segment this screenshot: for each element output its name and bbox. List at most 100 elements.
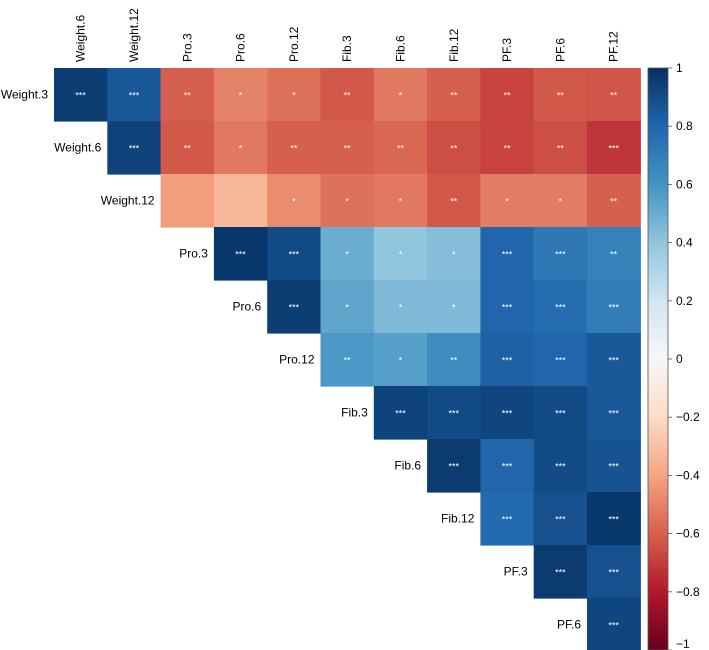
heatmap-cell	[267, 280, 322, 334]
heatmap-cell	[587, 545, 641, 599]
significance-label: *	[399, 91, 403, 101]
column-label: PF.3	[500, 38, 514, 62]
heatmap-cell	[54, 68, 108, 122]
heatmap-cell	[427, 68, 481, 122]
significance-label: ***	[555, 462, 566, 472]
significance-label: ***	[608, 409, 619, 419]
significance-label: ***	[502, 409, 513, 419]
significance-label: **	[450, 356, 458, 366]
heatmap-cell	[320, 121, 375, 175]
significance-label: ***	[555, 356, 566, 366]
significance-label: **	[184, 91, 192, 101]
heatmap-cell	[427, 386, 481, 440]
heatmap-cell	[480, 386, 535, 440]
row-label: Fib.6	[394, 459, 421, 473]
heatmap-cell	[320, 68, 375, 122]
heatmap-cell	[320, 280, 375, 334]
heatmap-cell	[373, 121, 428, 175]
heatmap-cell	[107, 68, 162, 122]
column-label: Pro.3	[180, 33, 194, 62]
heatmap-cell	[480, 492, 535, 546]
colorbar-tick-label: 0.8	[676, 119, 693, 133]
heatmap-cell	[107, 121, 162, 175]
significance-label: **	[504, 91, 512, 101]
row-label: Fib.12	[441, 512, 475, 526]
significance-label: *	[292, 91, 296, 101]
significance-label: *	[399, 250, 403, 260]
heatmap-cell	[587, 333, 641, 387]
significance-label: ***	[608, 515, 619, 525]
colorbar-tick-label: 0.2	[676, 294, 693, 308]
colorbar	[647, 67, 669, 650]
heatmap-cell	[587, 174, 641, 228]
heatmap-cell	[533, 439, 588, 493]
column-label: Weight.6	[74, 15, 88, 62]
column-label: Fib.12	[447, 28, 461, 62]
colorbar-tick-label: −0.4	[676, 468, 700, 482]
heatmap-cell	[267, 227, 322, 281]
significance-label: ***	[608, 462, 619, 472]
heatmap-cell	[320, 174, 375, 228]
heatmap-cell	[427, 227, 481, 281]
significance-label: *	[452, 250, 456, 260]
significance-label: **	[504, 144, 512, 154]
column-label: Fib.6	[393, 35, 407, 62]
significance-label: ***	[289, 303, 300, 313]
significance-label: ***	[502, 515, 513, 525]
heatmap-cell	[373, 227, 428, 281]
heatmap-cell	[213, 121, 268, 175]
significance-label: *	[239, 144, 243, 154]
heatmap-cell	[320, 333, 375, 387]
heatmap-cell	[480, 227, 535, 281]
heatmap-cell	[267, 68, 322, 122]
colorbar-tick-label: 0.6	[676, 177, 693, 191]
significance-label: *	[505, 197, 509, 207]
significance-label: *	[239, 91, 243, 101]
significance-label: **	[344, 91, 352, 101]
significance-label: **	[610, 250, 618, 260]
colorbar-tick-label: 1	[676, 61, 683, 75]
heatmap-cell	[160, 121, 215, 175]
column-label: PF.6	[553, 38, 567, 62]
heatmap-cell	[373, 333, 428, 387]
significance-label: ***	[235, 250, 246, 260]
significance-label: ***	[448, 462, 459, 472]
colorbar-tick-label: −0.8	[676, 585, 700, 599]
significance-label: *	[399, 356, 403, 366]
heatmap-cell	[267, 121, 322, 175]
significance-label: **	[610, 197, 618, 207]
heatmap-cell	[533, 280, 588, 334]
heatmap-cell	[587, 227, 641, 281]
colorbar-tick-label: 0.4	[676, 236, 693, 250]
significance-label: ***	[608, 356, 619, 366]
significance-label: **	[397, 144, 405, 154]
heatmap-cell	[427, 280, 481, 334]
heatmap-cell	[373, 386, 428, 440]
significance-label: *	[345, 250, 349, 260]
significance-label: **	[450, 144, 458, 154]
significance-label: **	[557, 91, 565, 101]
colorbar-tick-label: −0.6	[676, 527, 700, 541]
significance-label: *	[345, 197, 349, 207]
significance-label: ***	[75, 91, 86, 101]
column-label: Weight.12	[127, 8, 141, 62]
significance-label: **	[450, 91, 458, 101]
row-label: Fib.3	[341, 406, 368, 420]
significance-label: ***	[555, 515, 566, 525]
heatmap-cell	[533, 333, 588, 387]
heatmap-cell	[373, 68, 428, 122]
heatmap-cell	[427, 439, 481, 493]
heatmap-cell	[587, 68, 641, 122]
significance-label: ***	[502, 250, 513, 260]
heatmap-cell	[533, 386, 588, 440]
significance-label: **	[344, 144, 352, 154]
significance-label: ***	[555, 409, 566, 419]
heatmap-cell	[480, 280, 535, 334]
heatmap-cell	[427, 121, 481, 175]
heatmap-cell	[427, 174, 481, 228]
significance-label: *	[292, 197, 296, 207]
heatmap-cell	[533, 174, 588, 228]
column-label: Pro.12	[287, 26, 301, 62]
heatmap-cell	[213, 227, 268, 281]
